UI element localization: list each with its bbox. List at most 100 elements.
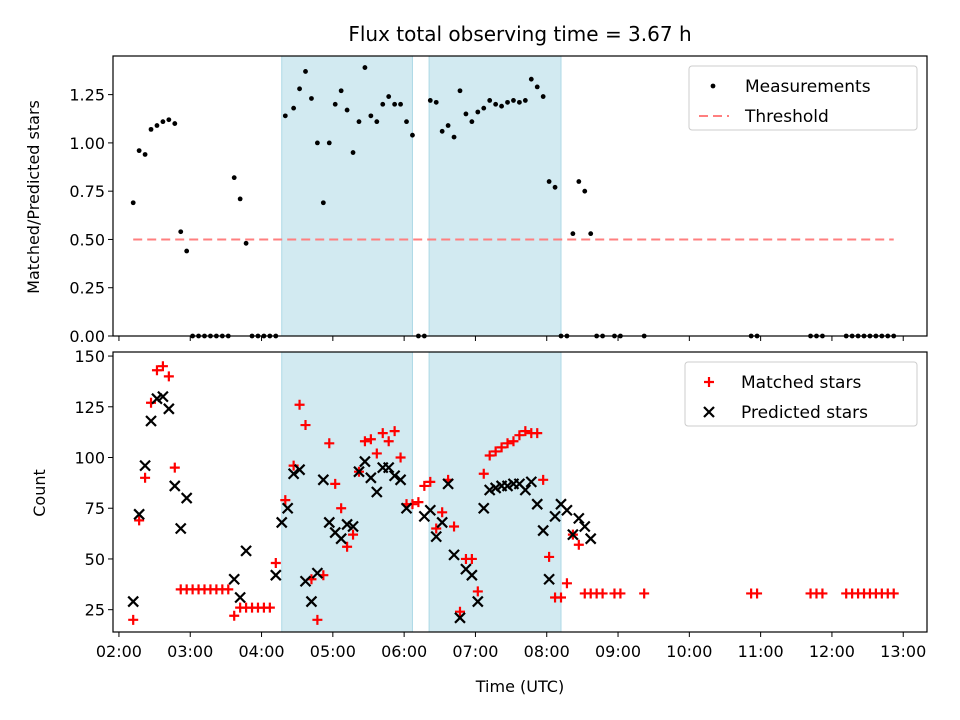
bottom-matched-stars-point xyxy=(817,588,828,599)
bottom-matched-stars-point xyxy=(419,480,430,491)
bottom-matched-stars-point xyxy=(365,434,376,445)
top-measurements-point xyxy=(534,84,540,90)
bottom-predicted-stars-point xyxy=(382,461,395,474)
bottom-matched-stars-point xyxy=(431,523,442,534)
top-measurements-point xyxy=(398,101,403,107)
bottom-matched-stars-point xyxy=(544,551,555,562)
top-measurements-point xyxy=(493,101,499,107)
bottom-predicted-stars-point xyxy=(477,502,490,515)
top-measurements-point xyxy=(511,98,516,103)
bottom-predicted-stars-point xyxy=(531,498,544,510)
bottom-y-tick-label: 25 xyxy=(85,601,105,620)
top-measurements-point xyxy=(463,111,469,117)
top-measurements-point xyxy=(368,113,374,119)
bottom-matched-stars-point xyxy=(128,614,139,625)
top-measurements-point xyxy=(297,86,302,92)
top-measurements-point xyxy=(457,88,463,94)
top-measurements-point xyxy=(338,88,344,94)
top-measurements-point xyxy=(356,119,362,125)
top-measurements-point xyxy=(136,148,142,154)
bottom-predicted-stars-point xyxy=(228,573,240,586)
bottom-predicted-stars-point xyxy=(133,508,145,521)
bottom-matched-stars-point xyxy=(348,529,359,540)
bottom-predicted-stars-point xyxy=(305,595,318,608)
top-measurements-point xyxy=(427,98,433,103)
top-measurements-point xyxy=(392,101,398,107)
top-measurements-point xyxy=(326,140,332,146)
bottom-matched-stars-point xyxy=(389,426,400,437)
bottom-matched-stars-point xyxy=(336,503,347,514)
top-measurements-point xyxy=(588,231,594,237)
bottom-predicted-stars-point xyxy=(388,469,401,482)
top-y-tick-label: 0.00 xyxy=(69,327,105,346)
bottom-legend-box xyxy=(684,361,918,427)
bottom-matched-stars-point xyxy=(561,578,572,589)
top-measurements-point xyxy=(243,240,249,246)
bottom-predicted-stars-point xyxy=(174,522,187,535)
top-measurements-point xyxy=(332,101,338,107)
top-measurements-point xyxy=(344,107,350,113)
bottom-matched-stars-point xyxy=(520,426,531,437)
top-measurements-point xyxy=(445,123,451,128)
bottom-legend-label: Matched stars xyxy=(741,373,861,393)
bottom-matched-stars-point xyxy=(169,462,180,473)
top-measurements-point xyxy=(570,231,576,237)
bottom-predicted-stars-point xyxy=(525,476,538,488)
bottom-predicted-stars-point xyxy=(359,455,371,468)
bottom-matched-stars-point xyxy=(496,442,507,453)
bottom-predicted-stars-point xyxy=(573,512,585,525)
bottom-predicted-stars-point xyxy=(561,504,573,517)
bottom-x-tick-label: 04:00 xyxy=(238,642,284,661)
bottom-matched-stars-point xyxy=(371,448,382,459)
bottom-predicted-stars-point xyxy=(371,486,383,498)
top-measurements-point xyxy=(291,105,297,111)
top-measurements-point xyxy=(386,94,392,99)
top-legend-box xyxy=(688,65,918,131)
bottom-matched-stars-point xyxy=(324,438,335,449)
top-measurements-point xyxy=(160,119,166,125)
top-measurements-point xyxy=(540,94,546,99)
top-measurements-point xyxy=(178,229,184,235)
top-legend-label: Threshold xyxy=(744,107,829,127)
bottom-matched-stars-point xyxy=(280,495,291,506)
top-measurements-point xyxy=(130,200,136,206)
bottom-predicted-stars-point xyxy=(163,403,175,415)
bottom-predicted-stars-point xyxy=(454,612,466,624)
bottom-matched-stars-point xyxy=(532,428,543,439)
bottom-matched-stars-point xyxy=(134,515,145,526)
top-legend-label: Measurements xyxy=(745,77,871,97)
top-measurements-point xyxy=(528,76,534,82)
top-measurements-point xyxy=(475,109,481,115)
top-measurements-point xyxy=(576,179,582,184)
bottom-matched-stars-point xyxy=(597,588,608,599)
top-measurements-point xyxy=(231,175,237,181)
top-legend: Measurements Threshold xyxy=(688,65,918,131)
bottom-predicted-stars-point xyxy=(293,463,306,476)
bottom-matched-stars-point xyxy=(229,610,240,621)
bottom-predicted-stars-point xyxy=(466,569,478,581)
bottom-predicted-stars-point xyxy=(436,516,448,529)
bottom-predicted-stars-point xyxy=(400,502,413,515)
bottom-y-tick-label: 100 xyxy=(74,449,105,468)
bottom-matched-stars-point xyxy=(151,365,162,376)
bottom-predicted-stars-point xyxy=(578,520,591,533)
top-axes-frame xyxy=(112,55,928,337)
bottom-matched-stars-point xyxy=(425,476,436,487)
top-measurements-point xyxy=(552,184,558,190)
top-measurements-point xyxy=(154,123,160,128)
top-measurements-point xyxy=(172,121,178,126)
top-measurements-point xyxy=(166,117,172,123)
bottom-matched-stars-point xyxy=(377,428,388,439)
bottom-matched-stars-point xyxy=(437,507,448,518)
bottom-matched-stars-point xyxy=(383,436,394,447)
top-y-axis-label: Matched/Predicted stars xyxy=(24,100,43,294)
bottom-matched-stars-point xyxy=(359,436,370,447)
bottom-legend-marker xyxy=(703,406,715,418)
bottom-predicted-stars-point xyxy=(127,595,139,608)
bottom-matched-stars-point xyxy=(508,436,519,447)
bottom-x-tick-label: 11:00 xyxy=(738,642,784,661)
bottom-x-tick-label: 07:00 xyxy=(452,642,498,661)
top-measurements-point xyxy=(505,99,510,105)
bottom-y-tick-label: 50 xyxy=(85,550,105,569)
bottom-predicted-stars-point xyxy=(549,510,561,523)
